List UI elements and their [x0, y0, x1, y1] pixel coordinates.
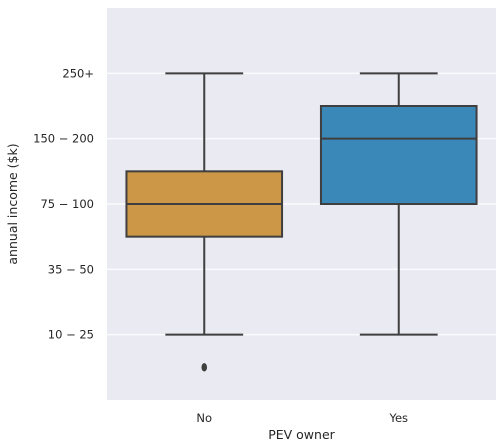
y-axis-label: annual income ($k) [5, 143, 20, 264]
boxes [125, 72, 478, 372]
x-tick-label: Yes [388, 411, 408, 425]
y-tick-label: 10 − 25 [48, 328, 94, 342]
box-no [125, 72, 284, 372]
x-tick-label: No [196, 411, 212, 425]
x-axis-label: PEV owner [268, 427, 335, 442]
y-tick-labels: 10 − 25 35 − 50 75 − 100 150 − 200 250+ [33, 66, 94, 341]
y-tick-label: 250+ [62, 66, 94, 80]
x-tick-labels: No Yes [196, 411, 408, 425]
y-tick-label: 150 − 200 [33, 132, 94, 146]
y-tick-label: 35 − 50 [48, 262, 94, 276]
y-tick-label: 75 − 100 [40, 197, 94, 211]
box-yes [319, 72, 478, 336]
outlier-point [201, 363, 208, 372]
box-body [319, 105, 478, 205]
